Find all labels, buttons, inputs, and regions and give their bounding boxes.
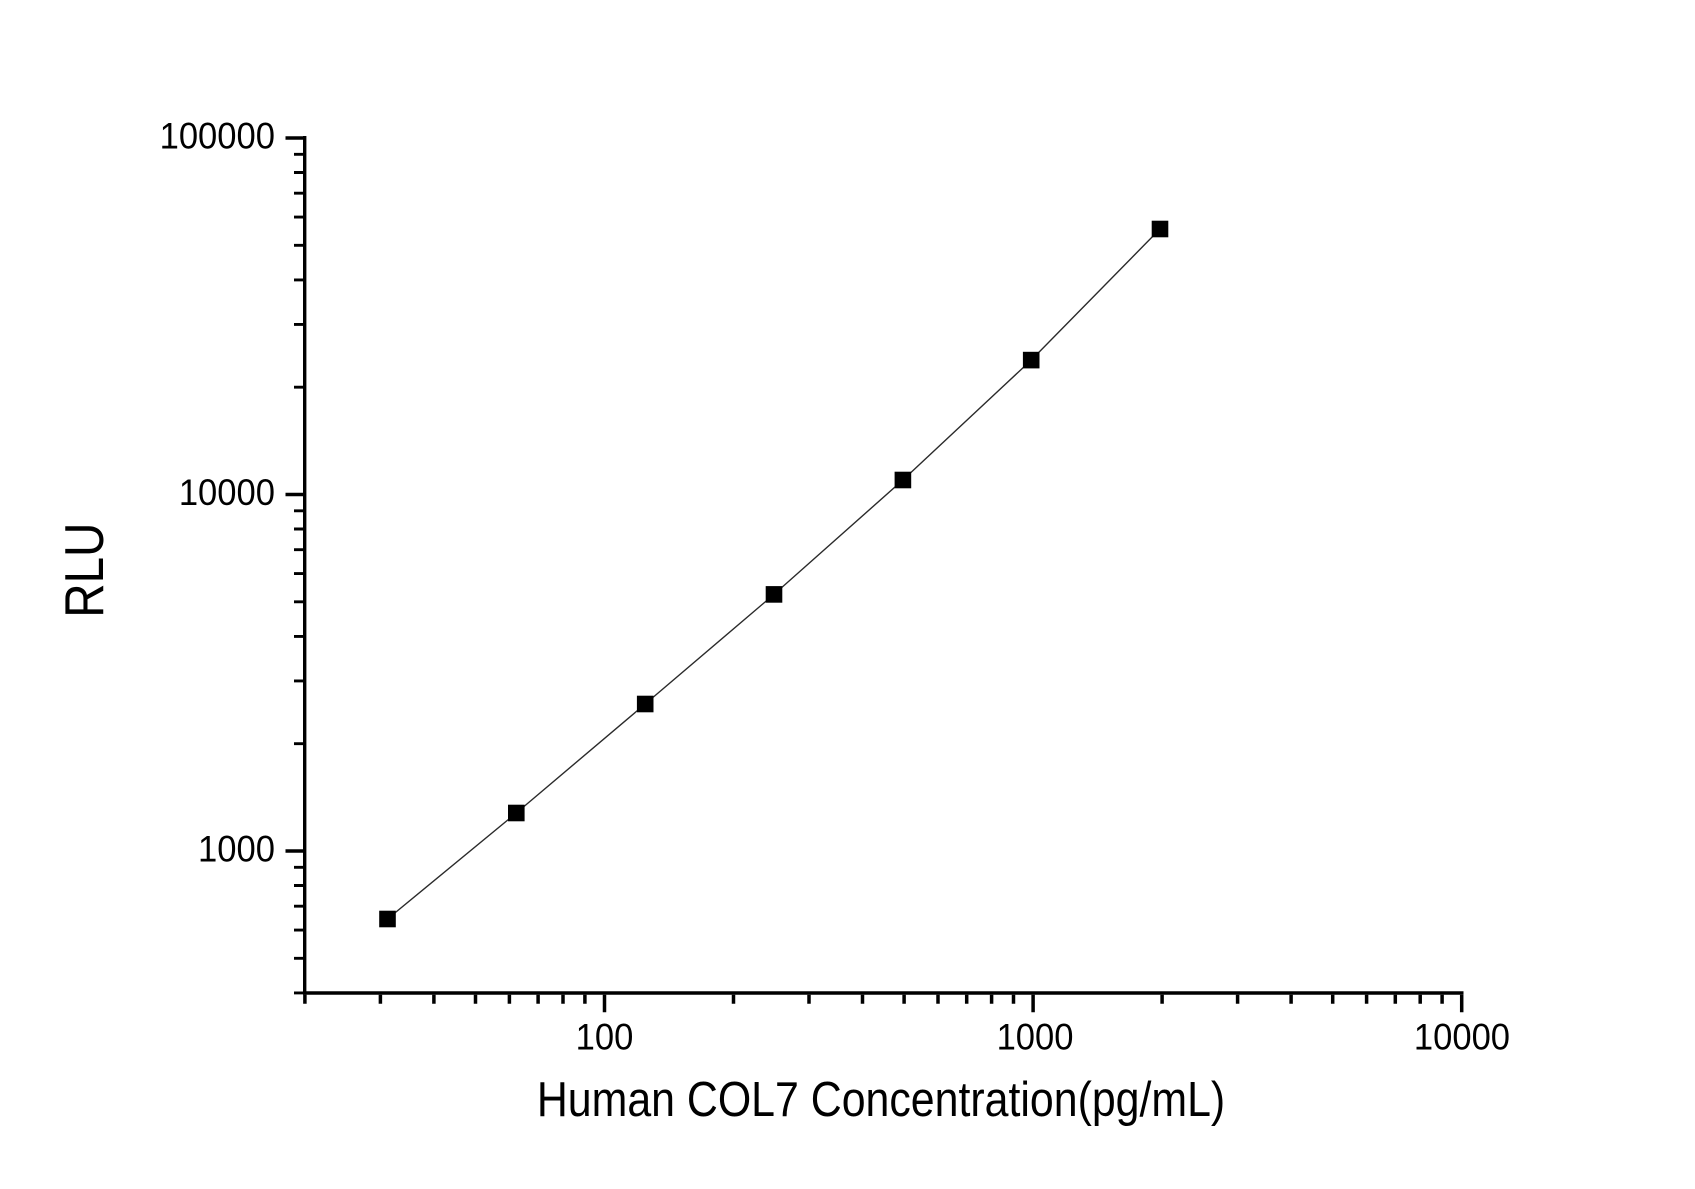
svg-text:10000: 10000 bbox=[179, 472, 275, 513]
svg-text:1000: 1000 bbox=[997, 1016, 1074, 1057]
svg-text:RLU: RLU bbox=[53, 523, 115, 618]
svg-text:1000: 1000 bbox=[198, 829, 275, 870]
svg-text:10000: 10000 bbox=[1414, 1016, 1510, 1057]
svg-text:Human COL7 Concentration(pg/mL: Human COL7 Concentration(pg/mL) bbox=[537, 1071, 1225, 1126]
svg-text:100: 100 bbox=[576, 1016, 634, 1057]
svg-text:100000: 100000 bbox=[160, 116, 275, 157]
